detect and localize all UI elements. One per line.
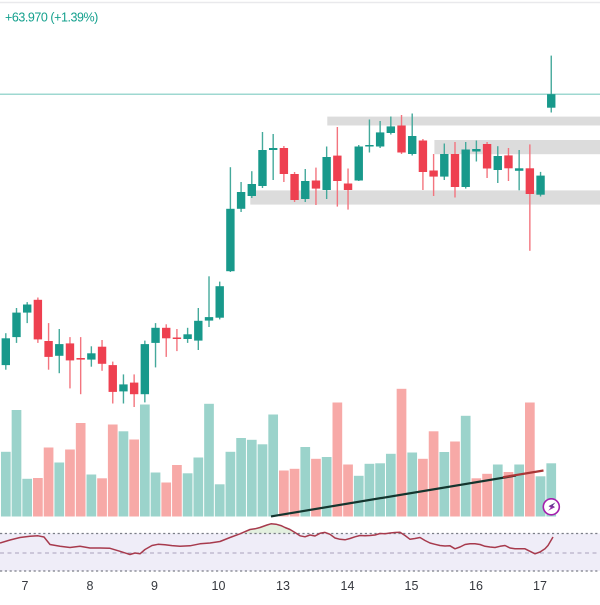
svg-text:17: 17	[533, 579, 547, 593]
svg-text:13: 13	[276, 579, 290, 593]
svg-text:9: 9	[151, 579, 158, 593]
svg-text:14: 14	[341, 579, 355, 593]
svg-text:10: 10	[212, 579, 226, 593]
svg-text:+63.970 (+1.39%): +63.970 (+1.39%)	[5, 11, 98, 25]
svg-text:16: 16	[469, 579, 483, 593]
svg-text:7: 7	[22, 579, 29, 593]
svg-text:8: 8	[87, 579, 94, 593]
svg-text:15: 15	[405, 579, 419, 593]
